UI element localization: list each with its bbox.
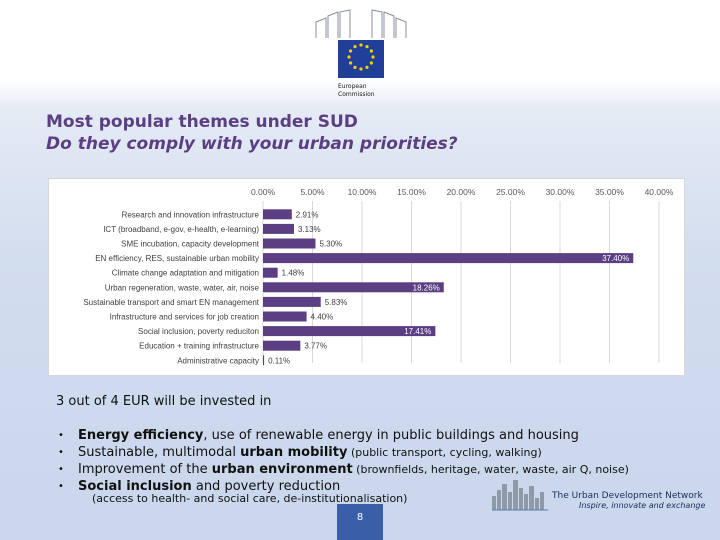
bar xyxy=(263,253,633,263)
bar xyxy=(263,224,294,234)
bullet-small: (public transport, cycling, walking) xyxy=(347,446,541,459)
bar-chart: 0.00% 5.00% 10.00% 15.00% 20.00% 25.00% 30.00%… xyxy=(48,178,685,376)
bullet-glyph: • xyxy=(58,444,64,461)
data-label: 3.13% xyxy=(298,225,321,234)
category-label: ICT (broadband, e-gov, e-health, e-learn… xyxy=(103,225,259,234)
network-title: The Urban Development Network xyxy=(552,491,703,501)
title-block: Most popular themes under SUD Do they co… xyxy=(46,112,458,154)
bullet-strong: Energy efficiency xyxy=(78,428,203,443)
category-label: Urban regeneration, waste, water, air, n… xyxy=(105,283,260,292)
category-label: SME incubation, capacity development xyxy=(121,240,260,249)
bullet-item-energy: • Energy efficiency, use of renewable en… xyxy=(58,427,629,444)
data-label: 37.40% xyxy=(602,254,629,263)
data-label: 3.77% xyxy=(304,342,327,351)
bullet-glyph: • xyxy=(58,461,64,478)
intro-amount: 3 out of 4 EUR xyxy=(56,394,150,409)
data-label: 2.91% xyxy=(296,210,319,219)
bullet-pre: Sustainable, multimodal xyxy=(78,445,240,460)
data-label: 4.40% xyxy=(311,313,334,322)
bullet-strong: urban environment xyxy=(212,462,353,477)
category-label: Infrastructure and services for job crea… xyxy=(110,313,259,322)
x-tick-label: 25.00% xyxy=(496,187,525,197)
page-number: 8 xyxy=(337,504,383,540)
slide-subtitle: Do they comply with your urban prioritie… xyxy=(46,134,458,154)
x-tick-label: 35.00% xyxy=(595,187,624,197)
european-commission-logo: European Commission xyxy=(314,8,408,100)
category-label: Research and innovation infrastructure xyxy=(122,210,260,219)
category-label: Education + training infrastructure xyxy=(139,342,259,351)
bar xyxy=(263,209,292,219)
bullet-pre: Improvement of the xyxy=(78,462,212,477)
data-label: 5.30% xyxy=(319,240,342,249)
bullet-item-mobility: • Sustainable, multimodal urban mobility… xyxy=(58,444,629,461)
x-tick-label: 15.00% xyxy=(397,187,426,197)
data-label: 0.11% xyxy=(268,356,290,365)
bar xyxy=(263,312,307,322)
bullet-strong: urban mobility xyxy=(240,445,347,460)
intro-suffix: will be invested in xyxy=(150,394,272,409)
logo-line-1: European xyxy=(338,83,367,90)
x-tick-label: 20.00% xyxy=(447,187,476,197)
bar xyxy=(263,239,315,249)
bar-chart-svg: 0.00% 5.00% 10.00% 15.00% 20.00% 25.00% 30.00%… xyxy=(49,179,686,377)
category-label: Climate change adaptation and mitigation xyxy=(112,269,259,278)
x-tick-label: 0.00% xyxy=(251,187,276,197)
x-tick-label: 30.00% xyxy=(546,187,575,197)
bullet-glyph: • xyxy=(58,427,64,444)
data-label: 18.26% xyxy=(413,283,440,292)
category-label: Sustainable transport and smart EN manag… xyxy=(83,298,259,307)
x-tick-label: 40.00% xyxy=(645,187,674,197)
bullet-rest: , use of renewable energy in public buil… xyxy=(203,428,579,443)
x-tick-label: 10.00% xyxy=(348,187,377,197)
bar xyxy=(263,355,264,365)
bar xyxy=(263,341,300,351)
bullet-glyph: • xyxy=(58,478,64,495)
category-label: Social inclusion, poverty reduciton xyxy=(138,327,259,336)
slide-title: Most popular themes under SUD xyxy=(46,112,458,132)
bar xyxy=(263,297,321,307)
network-tagline: Inspire, innovate and exchange xyxy=(579,501,705,510)
logo-line-2: Commission xyxy=(338,91,375,98)
bullet-small: (brownfields, heritage, water, waste, ai… xyxy=(353,463,629,476)
data-label: 5.83% xyxy=(325,298,348,307)
bar xyxy=(263,268,278,278)
x-tick-label: 5.00% xyxy=(300,187,325,197)
data-label: 1.48% xyxy=(282,269,305,278)
category-label: EN efficiency, RES, sustainable urban mo… xyxy=(95,254,259,263)
category-label: Administrative capacity xyxy=(177,356,259,365)
intro-text: 3 out of 4 EUR will be invested in xyxy=(56,394,271,409)
data-label: 17.41% xyxy=(404,327,431,336)
